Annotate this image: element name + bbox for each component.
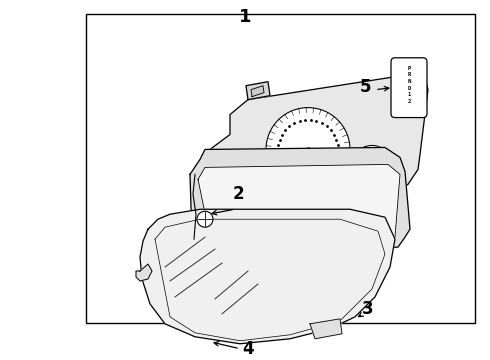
- Circle shape: [197, 211, 213, 227]
- Polygon shape: [332, 247, 348, 257]
- Polygon shape: [246, 82, 270, 100]
- Polygon shape: [310, 319, 342, 339]
- Polygon shape: [367, 237, 383, 247]
- Circle shape: [350, 145, 394, 189]
- Polygon shape: [287, 247, 303, 257]
- Circle shape: [266, 108, 350, 191]
- Text: 2: 2: [232, 185, 244, 203]
- Polygon shape: [136, 264, 152, 281]
- Bar: [86, 14, 475, 323]
- Polygon shape: [140, 209, 395, 344]
- Polygon shape: [247, 243, 263, 253]
- Text: 3: 3: [362, 300, 374, 318]
- Polygon shape: [210, 75, 428, 217]
- Text: 4: 4: [242, 340, 254, 358]
- Text: 1: 1: [239, 8, 251, 26]
- FancyBboxPatch shape: [391, 58, 427, 118]
- Text: 5: 5: [359, 78, 371, 96]
- Text: P
R
N
D
1
2: P R N D 1 2: [407, 66, 411, 104]
- Polygon shape: [251, 86, 264, 96]
- Polygon shape: [190, 148, 410, 257]
- Polygon shape: [198, 165, 400, 247]
